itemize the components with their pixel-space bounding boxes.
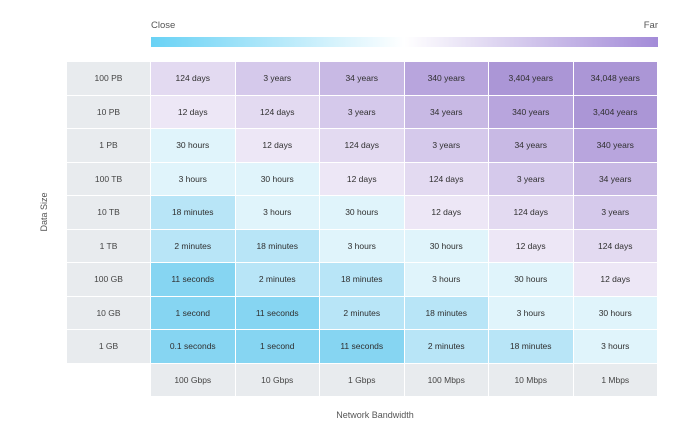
heatmap-cell: 34 years	[404, 95, 488, 128]
heatmap-cell: 12 days	[404, 196, 488, 229]
heatmap-cell: 124 days	[151, 62, 235, 95]
heatmap-cell: 30 hours	[489, 263, 573, 296]
heatmap-cell: 34 years	[320, 62, 404, 95]
row-label: 1 PB	[67, 129, 150, 162]
heatmap-cell: 3 years	[235, 62, 319, 95]
heatmap-cell: 30 hours	[320, 196, 404, 229]
heatmap-cell: 11 seconds	[320, 330, 404, 363]
column-label: 1 Mbps	[573, 363, 657, 396]
heatmap-cell: 34 years	[573, 162, 657, 195]
column-label: 10 Gbps	[235, 363, 319, 396]
heatmap-cell: 18 minutes	[320, 263, 404, 296]
heatmap-cell: 340 years	[404, 62, 488, 95]
heatmap-cell: 11 seconds	[235, 296, 319, 329]
heatmap-cell: 3 years	[489, 162, 573, 195]
row-label: 10 TB	[67, 196, 150, 229]
heatmap-cell: 340 years	[489, 95, 573, 128]
heatmap-cell: 2 minutes	[404, 330, 488, 363]
heatmap-cell: 3 hours	[151, 162, 235, 195]
heatmap-cell: 124 days	[320, 129, 404, 162]
x-axis-label: Network Bandwidth	[336, 410, 414, 420]
heatmap-cell: 0.1 seconds	[151, 330, 235, 363]
legend-close-label: Close	[151, 20, 176, 31]
row-label: 10 GB	[67, 296, 150, 329]
heatmap-cell: 3,404 years	[573, 95, 657, 128]
heatmap-cell: 3 years	[320, 95, 404, 128]
heatmap-cell: 2 minutes	[151, 229, 235, 262]
y-axis-label: Data Size	[39, 192, 49, 232]
heatmap-cell: 3,404 years	[489, 62, 573, 95]
row-label: 1 GB	[67, 330, 150, 363]
row-label: 10 PB	[67, 95, 150, 128]
heatmap-cell: 30 hours	[404, 229, 488, 262]
heatmap-cell: 3 years	[404, 129, 488, 162]
heatmap-cell: 18 minutes	[151, 196, 235, 229]
row-label: 1 TB	[67, 229, 150, 262]
heatmap-cell: 124 days	[489, 196, 573, 229]
column-label: 100 Gbps	[151, 363, 235, 396]
heatmap-cell: 2 minutes	[235, 263, 319, 296]
heatmap-cell: 124 days	[404, 162, 488, 195]
heatmap-cell: 34,048 years	[573, 62, 657, 95]
heatmap-cell: 1 second	[235, 330, 319, 363]
heatmap-cell: 3 hours	[489, 296, 573, 329]
row-label: 100 TB	[67, 162, 150, 195]
heatmap-cell: 124 days	[235, 95, 319, 128]
heatmap-cell: 3 hours	[404, 263, 488, 296]
heatmap-cell: 18 minutes	[489, 330, 573, 363]
column-label: 100 Mbps	[404, 363, 488, 396]
heatmap-cell: 3 hours	[320, 229, 404, 262]
heatmap-cell: 30 hours	[573, 296, 657, 329]
heatmap-grid: 100 PB 124 days 3 years 34 years 340 years 3,…	[67, 62, 659, 396]
heatmap-cell: 12 days	[489, 229, 573, 262]
heatmap-cell: 124 days	[573, 229, 657, 262]
legend-gradient-bar	[151, 37, 658, 47]
heatmap-cell: 2 minutes	[320, 296, 404, 329]
column-label: 1 Gbps	[320, 363, 404, 396]
row-label: 100 PB	[67, 62, 150, 95]
heatmap-cell: 12 days	[235, 129, 319, 162]
heatmap-cell: 11 seconds	[151, 263, 235, 296]
heatmap-cell: 30 hours	[151, 129, 235, 162]
heatmap-cell: 12 days	[320, 162, 404, 195]
heatmap-cell: 340 years	[573, 129, 657, 162]
legend-far-label: Far	[643, 20, 658, 31]
heatmap-cell: 3 hours	[573, 330, 657, 363]
heatmap-cell: 1 second	[151, 296, 235, 329]
heatmap-cell: 12 days	[573, 263, 657, 296]
column-label: 10 Mbps	[489, 363, 573, 396]
heatmap-cell: 34 years	[489, 129, 573, 162]
heatmap-cell: 3 hours	[235, 196, 319, 229]
heatmap-cell: 12 days	[151, 95, 235, 128]
heatmap-cell: 30 hours	[235, 162, 319, 195]
row-label: 100 GB	[67, 263, 150, 296]
heatmap-cell: 18 minutes	[235, 229, 319, 262]
heatmap-cell: 18 minutes	[404, 296, 488, 329]
heatmap-cell: 3 years	[573, 196, 657, 229]
